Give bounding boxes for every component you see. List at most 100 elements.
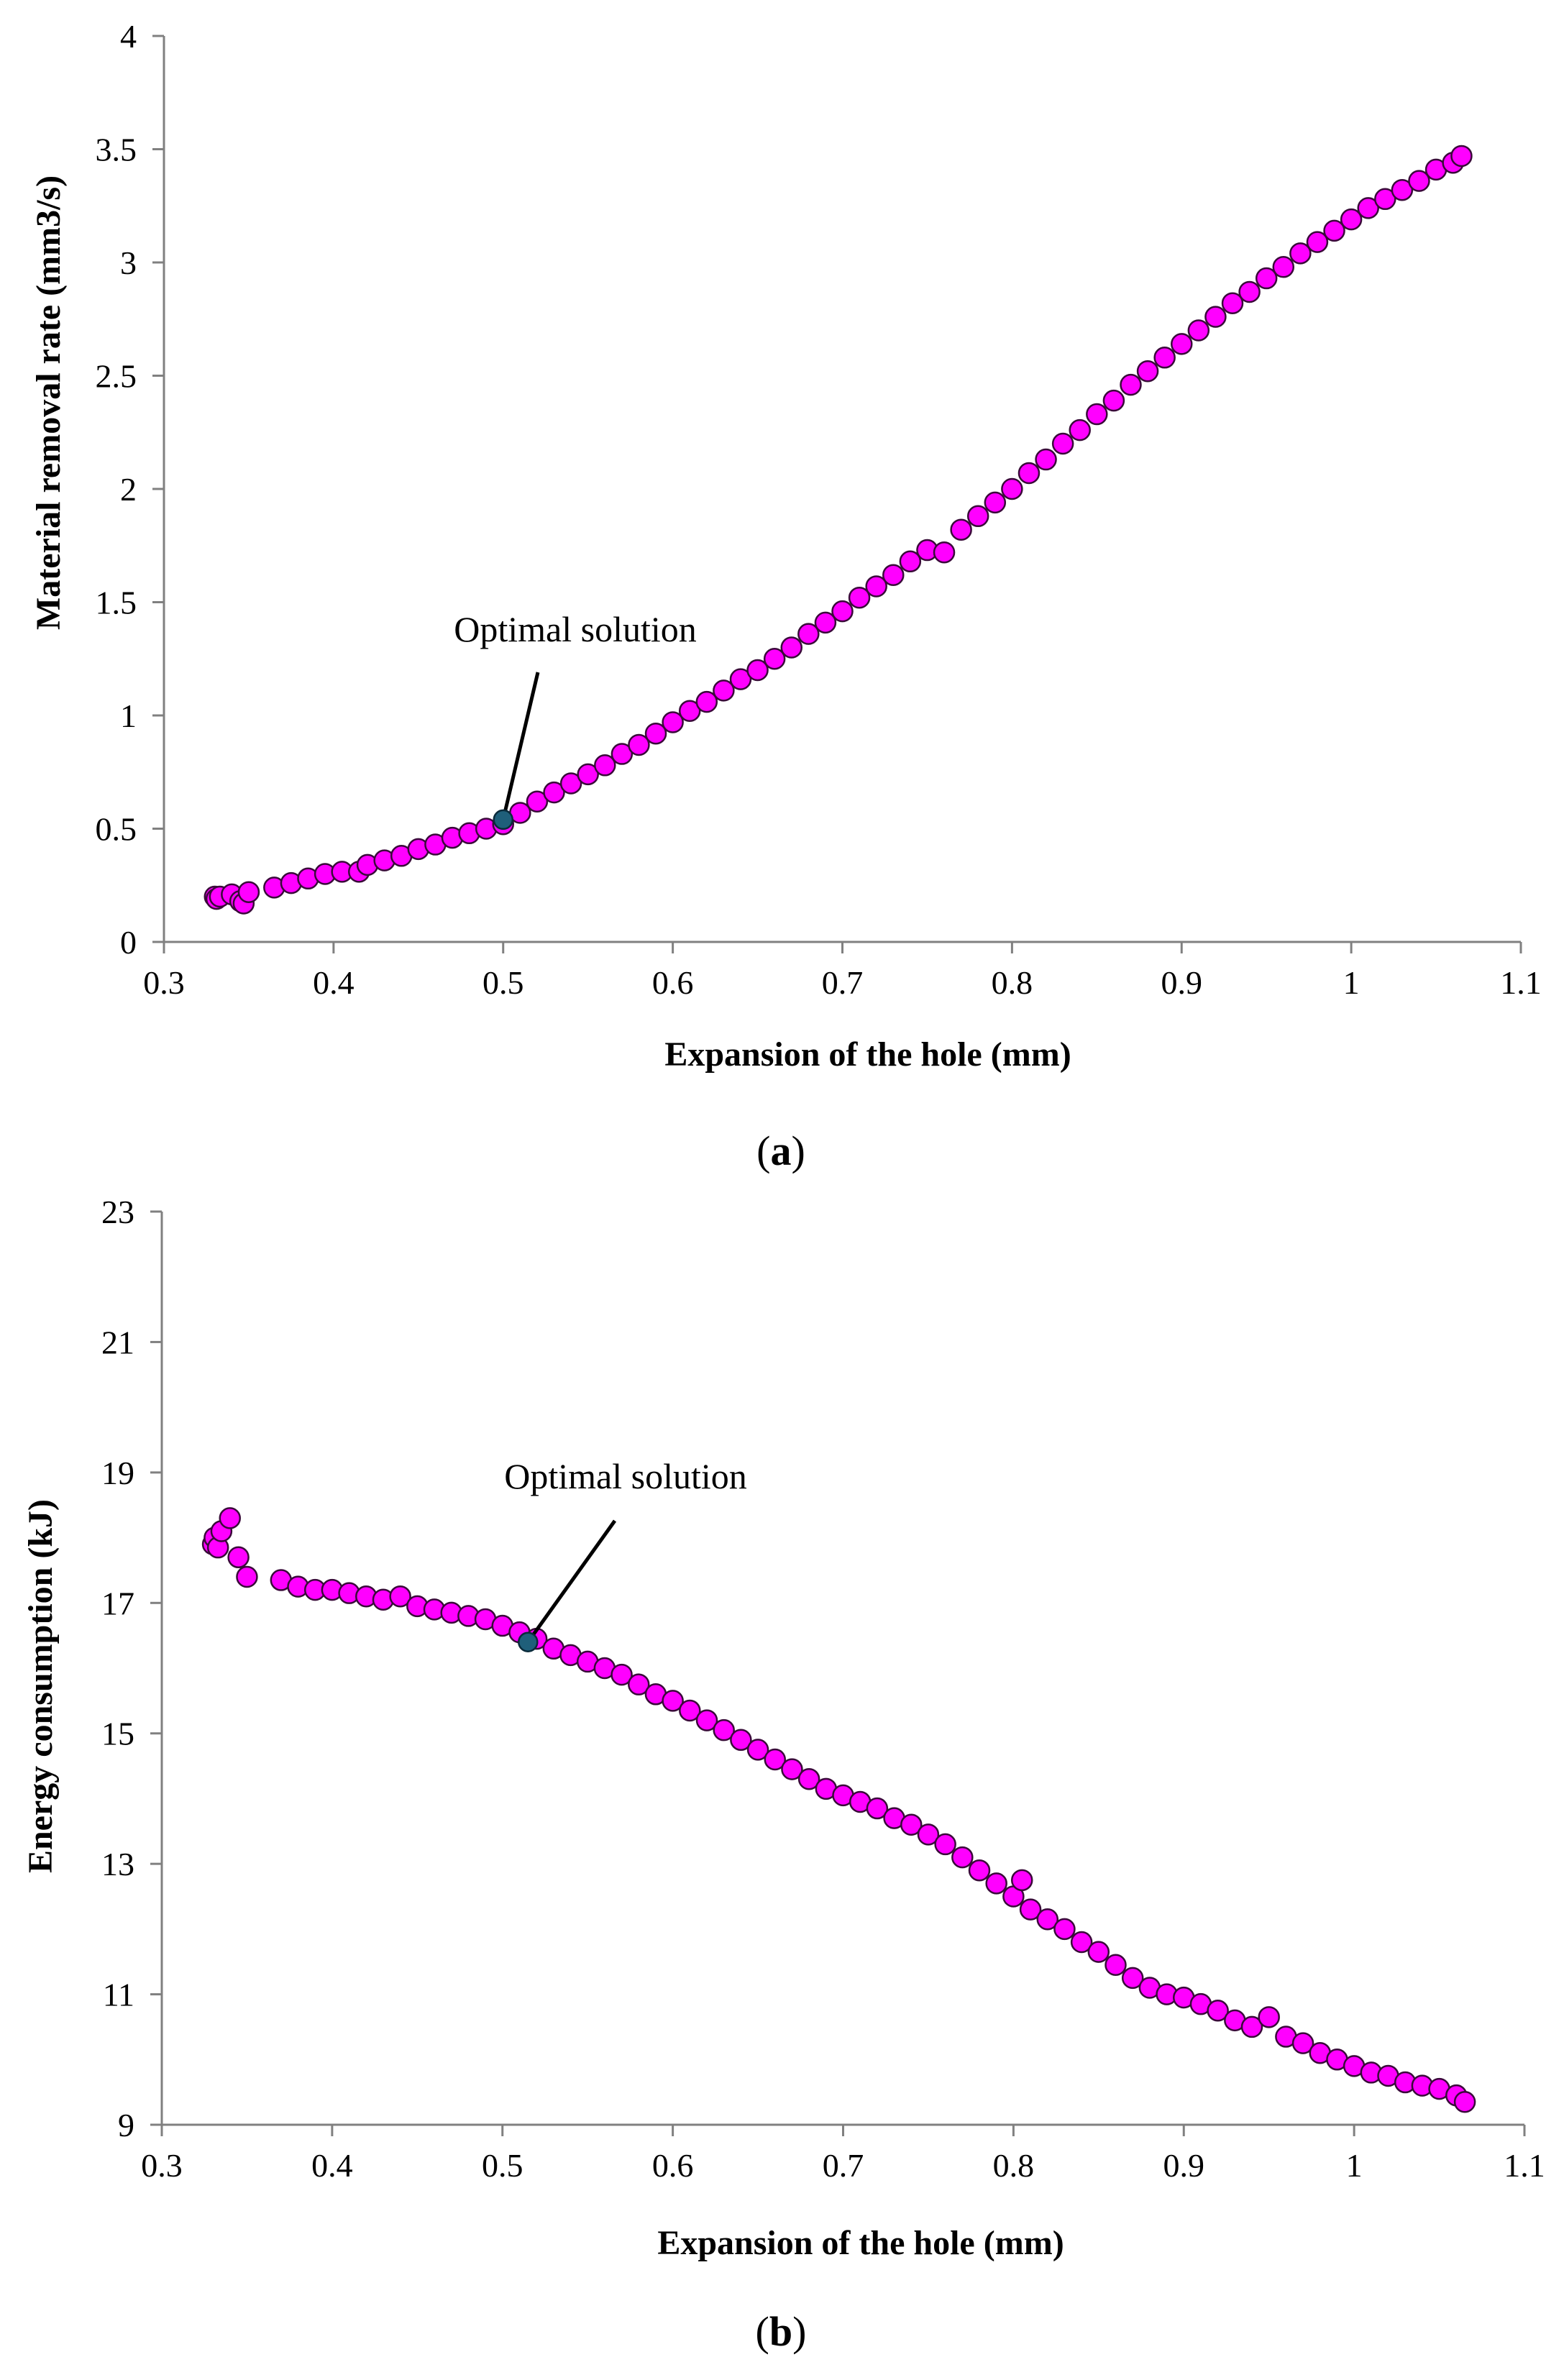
data-point [237, 881, 260, 903]
chart-a-annotation: Optimal solution [454, 609, 697, 830]
data-point [1121, 1967, 1144, 1990]
chart-a-material-removal-rate: 0.3 0.4 0.5 0.6 0.7 0.8 0.9 1 1.1 0 0.5 1 1.5 2 2.5 3 3… [29, 18, 1542, 1174]
data-point [1053, 1918, 1076, 1941]
data-point [1255, 267, 1278, 290]
x-tick-label: 0.3 [143, 964, 185, 1001]
y-tick-label: 0.5 [96, 811, 137, 848]
annotation-label: Optimal solution [504, 1456, 747, 1496]
data-point [1120, 373, 1142, 396]
chart-b-x-axis-title: Expansion of the hole (mm) [657, 2224, 1064, 2262]
data-point [1086, 403, 1108, 426]
data-point [934, 1833, 956, 1856]
data-point [781, 1758, 803, 1780]
y-tick-label: 13 [101, 1846, 134, 1882]
data-point [1221, 292, 1244, 314]
data-point [1204, 306, 1227, 328]
data-point [1374, 188, 1396, 211]
data-point [848, 586, 871, 609]
x-tick-label: 0.7 [823, 2147, 864, 2184]
caption-b-letter: b [769, 2308, 792, 2355]
optimal-solution-point [518, 1631, 539, 1652]
caption-a-letter: a [771, 1127, 792, 1174]
data-point [1105, 1954, 1127, 1976]
data-point [662, 1690, 684, 1712]
data-point [1187, 319, 1210, 342]
data-point [780, 636, 802, 659]
data-point [1258, 2006, 1280, 2028]
data-point [746, 1739, 769, 1761]
y-tick-label: 19 [101, 1455, 134, 1491]
data-point [1051, 432, 1074, 455]
y-tick-label: 9 [118, 2107, 134, 2143]
chart-b-y-axis-title: Energy consumption (kJ) [22, 1499, 60, 1873]
x-tick-label: 0.3 [141, 2147, 183, 2184]
data-point [746, 659, 769, 682]
data-point [831, 600, 854, 623]
y-tick-label: 0 [120, 924, 137, 961]
data-point [984, 491, 1007, 514]
y-tick-label: 15 [101, 1716, 134, 1752]
caption-a: (a) [756, 1127, 805, 1174]
chart-a-y-axis-title: Material removal rate (mm3/s) [29, 175, 68, 630]
chart-a-x-axis-title: Expansion of the hole (mm) [664, 1035, 1071, 1074]
data-point [950, 518, 972, 541]
chart-a-x-ticks: 0.3 0.4 0.5 0.6 0.7 0.8 0.9 1 1.1 [143, 942, 1542, 1001]
x-tick-label: 0.5 [483, 964, 524, 1001]
data-point [1391, 178, 1414, 201]
annotation-label: Optimal solution [454, 609, 697, 649]
x-tick-label: 0.6 [652, 2147, 694, 2184]
data-point [1035, 448, 1057, 471]
data-point [1069, 418, 1091, 441]
x-tick-label: 1 [1343, 964, 1360, 1001]
annotation-arrow [526, 1519, 617, 1644]
data-point [610, 1663, 633, 1686]
caption-b-close: ) [792, 2308, 806, 2355]
data-point [899, 550, 922, 573]
data-point [543, 781, 565, 804]
data-point [219, 1507, 241, 1529]
data-point [628, 1673, 650, 1695]
caption-b: (b) [756, 2308, 807, 2355]
data-point [866, 1797, 889, 1820]
x-tick-label: 0.7 [822, 964, 864, 1001]
y-tick-label: 17 [101, 1585, 134, 1621]
data-point [1010, 1869, 1033, 1892]
data-point [1019, 1898, 1042, 1921]
x-tick-label: 0.8 [992, 964, 1033, 1001]
chart-a-y-ticks: 0 0.5 1 1.5 2 2.5 3 3.5 4 [96, 18, 164, 961]
data-point [577, 763, 599, 786]
data-point [985, 1872, 1007, 1895]
x-tick-label: 1.1 [1504, 2147, 1545, 2184]
data-point [1102, 389, 1125, 412]
y-tick-label: 11 [103, 1977, 134, 2013]
data-point [933, 541, 956, 564]
data-point [1036, 1908, 1058, 1931]
data-point [882, 564, 905, 586]
data-point [628, 733, 650, 756]
y-tick-label: 3 [120, 244, 137, 281]
data-point [900, 1813, 923, 1836]
data-point [1323, 219, 1345, 242]
data-point [814, 611, 837, 634]
data-point [1450, 145, 1473, 168]
data-point [763, 648, 786, 670]
data-point [966, 505, 989, 528]
data-point [236, 1565, 258, 1588]
x-tick-label: 0.6 [652, 964, 694, 1001]
chart-b-x-ticks: 0.3 0.4 0.5 0.6 0.7 0.8 0.9 1 1.1 [141, 2125, 1545, 2184]
y-tick-label: 1.5 [96, 585, 137, 621]
y-tick-label: 2 [120, 471, 137, 508]
annotation-arrow [501, 672, 540, 820]
data-point [764, 1748, 786, 1771]
data-point [644, 722, 667, 745]
data-point [713, 1718, 735, 1741]
x-tick-label: 1 [1346, 2147, 1363, 2184]
data-point [1171, 333, 1193, 355]
data-point [559, 772, 582, 795]
data-point [1408, 170, 1430, 192]
data-point [1340, 208, 1363, 231]
data-point [797, 1767, 820, 1790]
data-point [1289, 242, 1312, 265]
